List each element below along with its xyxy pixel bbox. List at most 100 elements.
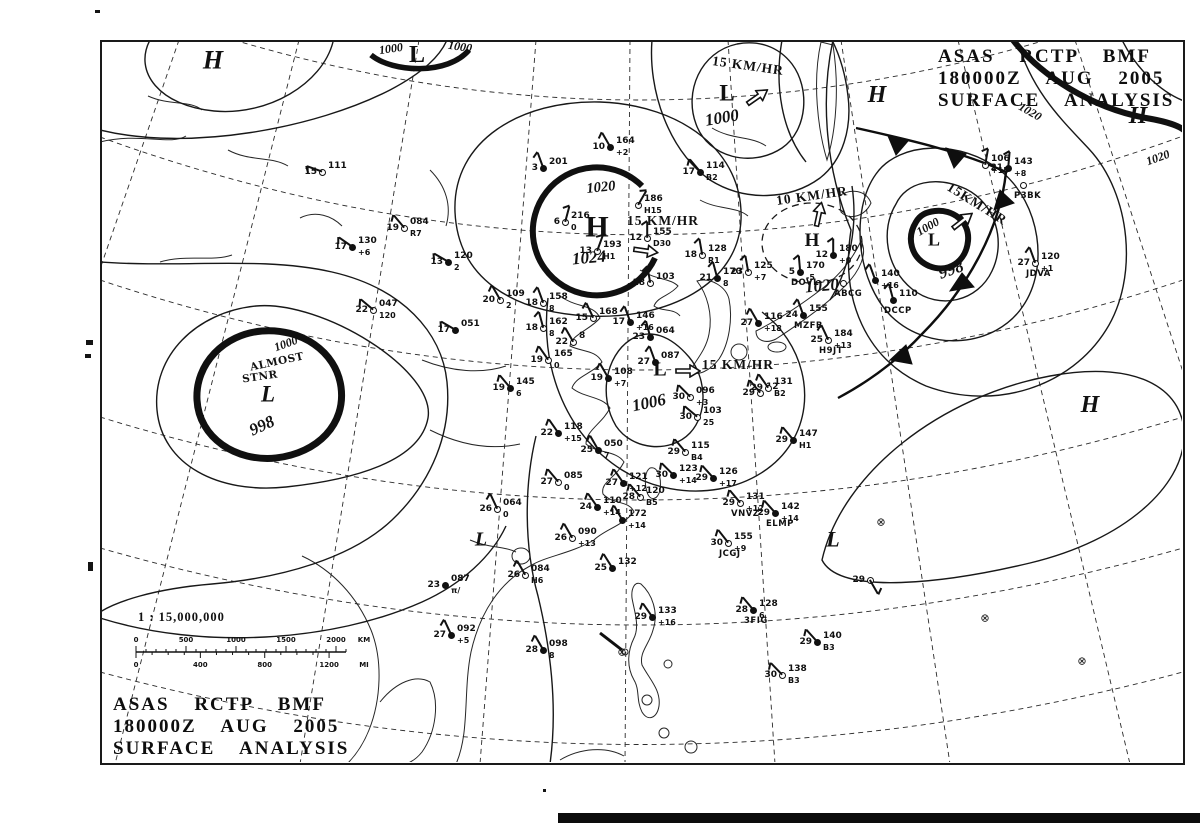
station-extra: +5 [457, 636, 470, 645]
station-extra: +12 [746, 504, 764, 513]
station-extra: π/ [451, 586, 461, 595]
station-pressure: 131 [774, 377, 793, 387]
station-temp: 15 [575, 313, 588, 323]
station-temp: 17 [334, 242, 347, 252]
station-circle-icon [724, 539, 732, 547]
station-pressure: 118 [564, 422, 583, 432]
scale-tick-label: 0 [134, 661, 139, 669]
station-circle-icon [554, 429, 562, 437]
station-circle-icon [789, 436, 797, 444]
station-temp: 29 [775, 435, 788, 445]
station-temp: 25 [810, 335, 823, 345]
station-extra: +17 [719, 479, 737, 488]
station-id: ABCG [834, 289, 863, 299]
pressure-system-h: H [867, 82, 887, 109]
station-pressure: 143 [1014, 157, 1033, 167]
station-temp: 26 [479, 504, 492, 514]
station-circle-icon [813, 638, 821, 646]
station-id: MZFB [794, 321, 823, 331]
title-line: 180000Z AUG 2005 [938, 67, 1165, 89]
station-circle-icon [619, 479, 627, 487]
station-circle-icon [681, 448, 689, 456]
station-circle-icon [568, 534, 576, 542]
scan-artifact-bar [558, 813, 1200, 823]
station-circle-icon [594, 446, 602, 454]
station-pressure: 109 [506, 289, 525, 299]
movement-arrow-icon [632, 241, 660, 259]
station-circle-icon [648, 613, 656, 621]
station-temp: 24 [579, 502, 592, 512]
map-label: 998 [246, 411, 278, 440]
station-pressure: 085 [564, 471, 583, 481]
station-temp: 18 [525, 323, 538, 333]
station-temp: 24 [785, 310, 798, 320]
station-circle-icon [441, 581, 449, 589]
station-pressure: 087 [451, 574, 470, 584]
station-extra: +12 [629, 484, 647, 493]
station-pressure: 064 [503, 498, 522, 508]
pressure-system-l: L [408, 42, 426, 69]
station-circle-icon [736, 499, 744, 507]
station-temp: 23 [427, 580, 440, 590]
station-id: DOVL [791, 278, 820, 288]
station-extra: 8 [549, 304, 555, 313]
station-circle-icon [451, 326, 459, 334]
station-pressure: 084 [531, 564, 550, 574]
station-extra: +7 [754, 273, 767, 282]
station-circle-icon [771, 509, 779, 517]
station-temp: 29 [722, 498, 735, 508]
station-temp: 19 [530, 355, 543, 365]
station-pressure: 103 [703, 406, 722, 416]
station-id: P3BK [1014, 191, 1042, 201]
station-extra: +18 [764, 324, 782, 333]
station-pressure: 115 [691, 441, 710, 451]
station-extra: H1 [603, 252, 616, 261]
pressure-system-l: L [260, 381, 276, 407]
station-temp: 21 [699, 273, 712, 283]
station-id: JDVA [1026, 269, 1051, 279]
station-temp: 17 [682, 167, 695, 177]
station-circle-icon [608, 564, 616, 572]
station-extra: B3 [788, 676, 800, 685]
circled-x-mark: ⊗ [1077, 654, 1087, 668]
station-id: H9JT [819, 346, 843, 356]
station-circle-icon [669, 471, 677, 479]
station-pressure: 064 [656, 326, 675, 336]
station-temp: 29 [634, 612, 647, 622]
station-circle-icon [554, 478, 562, 486]
station-temp: 26 [507, 570, 520, 580]
station-temp: 30 [655, 470, 668, 480]
station-extra: H6 [531, 576, 544, 585]
title-line: SURFACE ANALYSIS [113, 737, 350, 759]
station-pressure: 098 [549, 639, 568, 649]
scale-bar: 0 500 1000 1500 2000 KM 0 400 800 1200 MI [134, 636, 371, 669]
station-id: 3FIG [744, 616, 768, 626]
station-temp: 17 [437, 325, 450, 335]
station-extra: 0 [503, 510, 509, 519]
station-extra: 8 [549, 651, 555, 660]
pressure-system-h: H [1128, 103, 1148, 130]
station-pressure: 090 [578, 527, 597, 537]
pressure-system-h: H [804, 229, 820, 251]
station-pressure: 145 [516, 377, 535, 387]
station-circle-icon [521, 571, 529, 579]
scale-tick-label: MI [359, 661, 369, 669]
station-extra: 2 [454, 263, 460, 272]
station-extra: 2 [506, 301, 512, 310]
station-extra: 0 [571, 223, 577, 232]
station-circle-icon [756, 389, 764, 397]
station-circle-icon [754, 319, 762, 327]
map-label: 998 [935, 256, 967, 283]
station-extra: +13 [578, 539, 596, 548]
station-extra: +8 [1014, 169, 1027, 178]
station-extra: H1 [799, 441, 812, 450]
station-temp: 20 [482, 295, 495, 305]
station-pressure: 184 [834, 329, 853, 339]
station-temp: 27 [740, 318, 753, 328]
station-circle-icon [593, 503, 601, 511]
station-extra: +16 [658, 618, 676, 627]
scale-tick-label: 0 [134, 636, 139, 644]
station-pressure: 130 [358, 236, 377, 246]
station-temp: 29 [852, 575, 865, 585]
circled-x-mark: ⊗ [617, 645, 627, 659]
